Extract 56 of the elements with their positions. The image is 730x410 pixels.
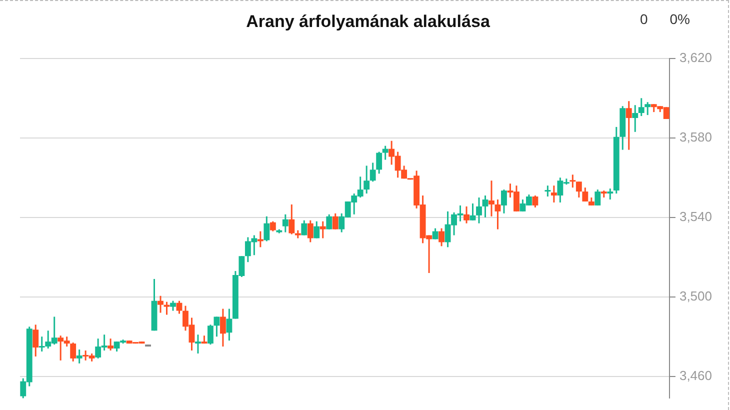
candlestick <box>638 97 644 117</box>
candlestick <box>644 101 651 116</box>
candlestick <box>626 100 632 151</box>
candlestick <box>326 214 332 230</box>
y-tick-label: 3,580 <box>679 129 712 144</box>
candlestick <box>108 338 114 352</box>
candlestick <box>288 204 295 236</box>
candlestick <box>301 220 308 236</box>
candlestick <box>438 228 444 247</box>
candlestick <box>482 194 488 218</box>
candlestick <box>476 196 482 224</box>
candlestick <box>176 300 182 314</box>
candlestick <box>314 220 320 239</box>
candlestick <box>264 216 270 242</box>
candlestick <box>76 348 82 364</box>
candlestick <box>70 342 76 362</box>
y-tick-label: 3,460 <box>679 368 712 383</box>
candlestick <box>488 180 494 218</box>
candlestick <box>370 162 376 182</box>
y-tick-label: 3,500 <box>679 288 712 304</box>
candlestick <box>170 300 176 312</box>
candlestick <box>214 316 220 338</box>
y-tick-label: 3,540 <box>679 208 712 224</box>
candlestick <box>220 308 226 348</box>
candlestick <box>582 186 588 202</box>
candlestick <box>307 220 314 243</box>
candlestick <box>158 295 164 314</box>
candlestick <box>208 324 214 346</box>
candlestick <box>464 206 470 224</box>
text: 0% <box>670 11 690 27</box>
candlestick <box>632 104 638 133</box>
candlestick <box>320 220 326 239</box>
candlestick <box>494 198 501 230</box>
chart-title: Arany árfolyamának alakulása <box>246 12 490 31</box>
candlestick <box>270 220 276 232</box>
candlestick <box>257 230 264 248</box>
candlestick <box>532 194 538 208</box>
candlestick <box>226 308 232 342</box>
candlestick <box>32 324 39 358</box>
candlestick <box>594 188 601 206</box>
candlestick <box>607 188 614 200</box>
candlestick <box>382 145 388 160</box>
y-tick-label: 3,620 <box>679 50 712 65</box>
candlestick <box>332 212 338 230</box>
candlestick <box>195 334 201 354</box>
candlestick <box>550 184 557 204</box>
candlestick <box>570 174 576 188</box>
candlestick <box>282 214 288 234</box>
candlestick <box>544 184 551 198</box>
text: 0 <box>640 11 648 27</box>
candlestick <box>364 164 370 194</box>
candlestick <box>576 180 582 198</box>
candlestick <box>376 151 382 174</box>
candlestick <box>164 301 170 316</box>
candlestick <box>501 188 507 214</box>
candlestick <box>470 202 476 222</box>
